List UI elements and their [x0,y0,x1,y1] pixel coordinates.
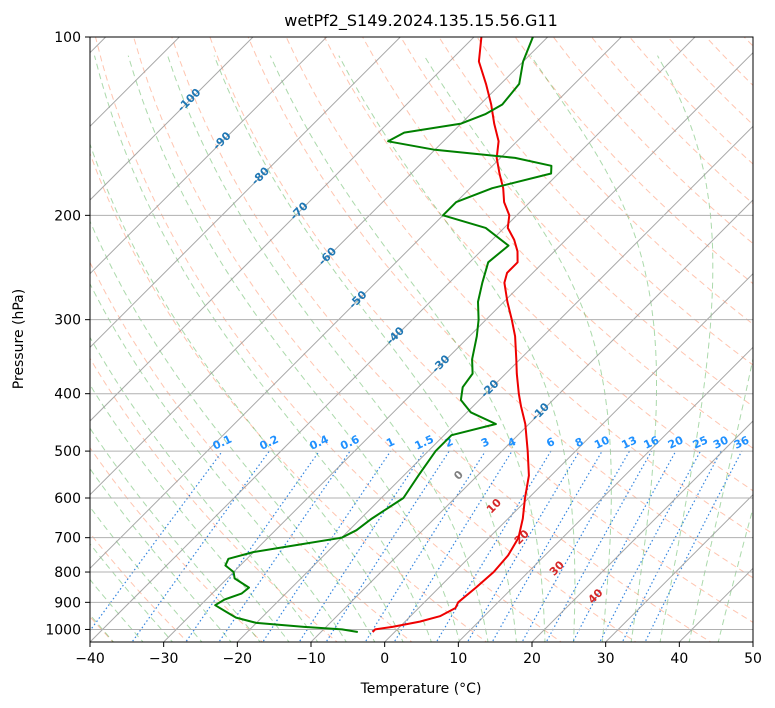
moist-adiabat-line [90,613,115,642]
isobar-gridlines [90,37,753,630]
x-tick-label: 10 [449,651,467,667]
dry-adiabat-line [514,37,753,285]
x-tick-label: 20 [523,651,541,667]
mixing-ratio-line [298,450,425,642]
moist-adiabat-line [717,506,753,642]
x-tick-label: −40 [75,651,105,667]
mixing-ratio-label: 36 [732,433,752,451]
isotherm-line [457,346,753,642]
moist-adiabat-line [90,543,174,642]
dry-adiabat-line [90,261,413,642]
x-tick-label: 50 [744,651,762,667]
mixing-ratio-line [621,450,722,642]
y-tick-label: 700 [54,531,81,547]
moist-adiabats [90,55,753,642]
mixing-ratio-label: 10 [592,433,612,451]
mixing-ratio-label: 20 [666,433,686,451]
moist-adiabat-line [688,356,753,642]
dry-adiabat-line [438,37,753,366]
mixing-ratio-line [262,450,392,642]
mixing-ratio-line [90,450,223,632]
dewpoint-profile-line [214,37,553,633]
moist-adiabat-line [90,427,261,642]
isotherm-line [90,37,254,201]
moist-adiabat-line [90,506,203,642]
moist-adiabat-line [338,55,576,642]
isotherm-line [383,272,753,642]
moist-adiabat-line [423,55,612,642]
mixing-ratio-lines [90,450,743,642]
moist-adiabat-line [213,55,517,642]
x-tick-label: −10 [296,651,326,667]
y-tick-label: 400 [54,387,81,403]
y-tick-label: 600 [54,491,81,507]
plot-area: -100-90-80-70-60-50-40-30-20-100.1 0.2 0.4… [90,37,753,642]
isotherm-line [90,37,328,275]
mixing-ratio-label: 13 [620,434,639,452]
dry-adiabat-line [171,37,712,642]
isotherm-line [90,37,181,128]
mixing-ratio-label: 25 [691,434,710,452]
x-tick-label: 0 [380,651,389,667]
temperature-profile-line [371,37,530,633]
moist-adiabat-line [90,383,290,642]
isotherm-line [90,37,549,496]
x-axis-ticks: −40 −30 −20 −10 0 10 20 30 40 50 [75,642,762,667]
isotherm-line [90,37,623,570]
y-axis-label: Pressure (hPa) [11,289,27,389]
mixing-ratio-line [218,450,351,642]
dry-adiabat-line [400,37,753,407]
x-tick-label: 30 [597,651,615,667]
moist-adiabat-line [90,578,144,642]
moist-adiabat-line [127,55,461,642]
dry-adiabat-line [362,37,753,449]
isotherms [90,37,753,642]
isotherm-line [90,37,402,349]
dry-adiabat-line [285,37,753,535]
y-tick-label: 900 [54,595,81,611]
mixing-ratio-label: 16 [642,433,662,451]
mixing-ratio-line [599,450,702,642]
x-tick-label: −20 [223,651,253,667]
mixing-ratio-label: 30 [711,433,731,451]
isotherm-line [604,493,753,642]
y-axis-ticks: 100 200 300 400 500 600 700 800 900 1000 [45,30,90,638]
mixing-ratio-line [393,450,513,642]
moist-adiabat-line [167,55,489,642]
moist-adiabat-line [90,282,347,642]
moist-adiabat-line [657,55,714,642]
moist-adiabat-line [90,336,319,642]
moist-adiabat-line [94,55,432,642]
moist-adiabat-line [90,467,232,642]
dry-adiabat-line [323,37,753,492]
isotherm-line [90,37,696,642]
y-tick-label: 100 [54,30,81,46]
moist-adiabat-line [269,55,546,642]
y-tick-label: 300 [54,313,81,329]
y-tick-label: 500 [54,444,81,460]
y-tick-label: 800 [54,565,81,581]
chart-title: wetPf2_S149.2024.135.15.56.G11 [284,11,558,31]
y-tick-label: 200 [54,208,81,224]
mixing-ratio-line [185,450,320,642]
moist-adiabat-line [90,142,404,642]
dry-adiabat-line [476,37,753,325]
mixing-ratio-line [466,450,580,642]
profile-series [214,37,553,633]
moist-adiabat-line [530,55,657,642]
x-axis-label: Temperature (°C) [360,681,482,697]
x-tick-label: −30 [149,651,179,667]
y-tick-label: 1000 [45,622,81,638]
isotherm-line [90,37,475,422]
mixing-ratio-line [572,450,677,642]
moist-adiabat-line [90,220,376,642]
mixing-ratio-line [131,450,270,642]
isotherm-line [310,199,753,642]
mixing-ratio-line [325,450,450,642]
isotherm-line [531,420,753,642]
plot-frame [89,36,754,643]
x-tick-label: 40 [670,651,688,667]
dry-adiabat-line [247,37,753,579]
